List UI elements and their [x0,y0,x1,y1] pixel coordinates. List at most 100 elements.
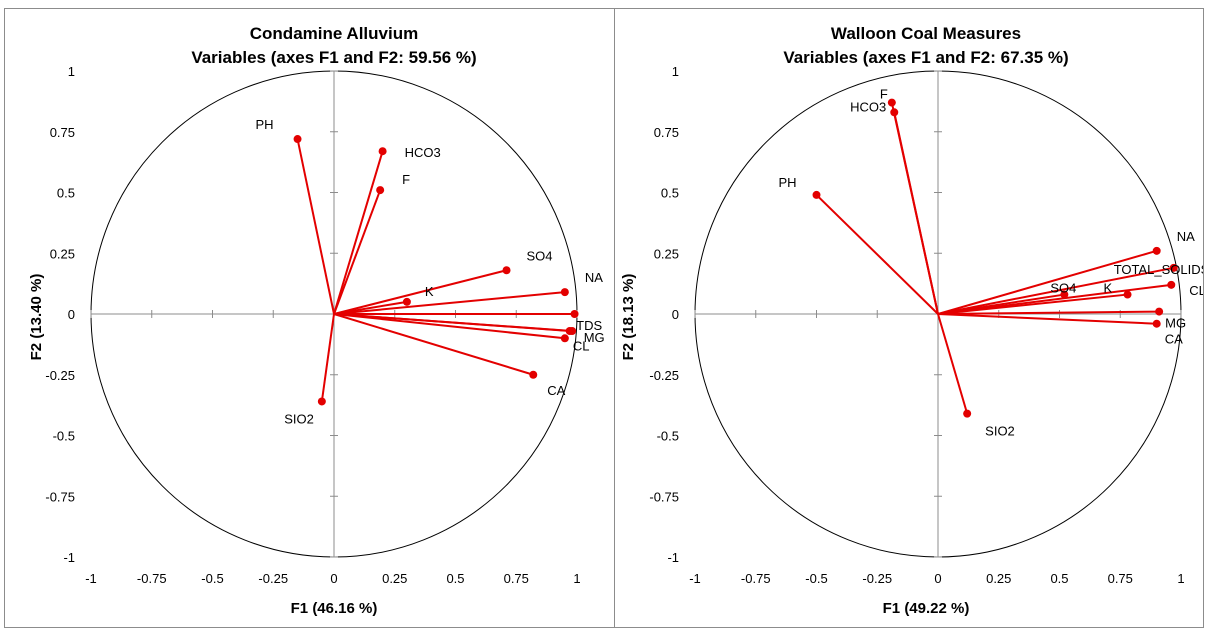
variable-label: PH [255,117,273,132]
loading-vector [296,138,335,315]
variable-label: F [880,87,888,102]
loading-point [890,108,899,117]
y-tick-label: 0.75 [50,125,75,140]
x-tick-label: -1 [85,571,97,586]
variable-label: CL [1189,283,1203,298]
x-tick-label: -0.5 [805,571,827,586]
variable-label: CA [1165,332,1183,347]
loading-point [529,370,538,379]
chart-panel-condamine: Condamine Alluvium Variables (axes F1 an… [4,8,616,628]
walloon-pca-chart: Walloon Coal Measures Variables (axes F1… [620,24,1203,617]
variable-label: SIO2 [284,411,314,426]
variable-label: MG [584,330,605,345]
y-tick-label: 0 [672,307,679,322]
loading-point [376,186,385,195]
loading-vector [937,293,1128,315]
y-tick-label: 1 [672,64,679,79]
y-tick-label: -0.25 [45,368,75,383]
chart-subtitle: Variables (axes F1 and F2: 67.35 %) [783,48,1068,67]
variable-label: SO4 [1050,281,1076,296]
variable-label: NA [585,270,603,285]
y-tick-label: -0.5 [657,429,679,444]
x-tick-label: 0 [934,571,941,586]
variable-label: MG [1165,316,1186,331]
y-tick-label: -1 [667,550,679,565]
x-tick-label: 0 [330,571,337,586]
loading-point [1169,263,1178,272]
x-tick-label: -1 [689,571,701,586]
loading-vector [333,313,570,333]
x-tick-label: 0.25 [382,571,407,586]
y-tick-label: 0.25 [654,246,679,261]
loading-vector [937,310,1160,315]
loading-point [502,266,511,275]
y-tick-label: -0.25 [649,368,679,383]
loading-point [1152,246,1161,255]
variable-label: SIO2 [985,424,1015,439]
y-tick-label: 0 [68,307,75,322]
chart-panel-walloon: Walloon Coal Measures Variables (axes F1… [614,8,1204,628]
loading-point [560,288,569,297]
x-tick-label: -0.75 [741,571,771,586]
loading-point [378,147,387,156]
variable-label: K [1104,281,1113,296]
variable-label: HCO3 [405,145,441,160]
variable-label: K [425,284,434,299]
y-tick-label: -0.5 [53,429,75,444]
loading-point [402,297,411,306]
x-tick-label: 0.5 [1050,571,1068,586]
y-axis-title: F2 (18.13 %) [620,274,637,361]
variable-label: SO4 [527,248,553,263]
loading-point [887,98,896,107]
loading-vector [333,269,507,315]
loading-point [812,190,821,199]
x-axis-title: F1 (49.22 %) [883,600,970,617]
y-tick-label: -0.75 [45,489,75,504]
loading-vector [937,249,1157,315]
x-tick-label: 0.5 [446,571,464,586]
loading-point [1167,280,1176,289]
loading-point [565,327,574,336]
loading-point [293,135,302,144]
loading-vector [815,194,939,315]
loading-point [1152,319,1161,328]
x-tick-label: 1 [573,571,580,586]
x-tick-label: -0.75 [137,571,167,586]
y-tick-label: 0.75 [654,125,679,140]
x-tick-label: -0.5 [201,571,223,586]
loading-vector [333,291,565,315]
loading-vector [937,293,1065,315]
loading-vector [320,313,335,402]
loading-point [1123,290,1132,299]
variable-label: TDS [576,318,602,333]
loading-vector [333,313,534,376]
x-tick-label: -0.25 [862,571,892,586]
chart-title: Condamine Alluvium [250,24,418,43]
y-tick-label: 0.25 [50,246,75,261]
loading-point [1155,307,1164,316]
loading-point [1060,290,1069,299]
y-tick-label: 0.5 [57,186,75,201]
variable-label: CA [547,383,565,398]
x-tick-label: 1 [1177,571,1184,586]
loading-vector [333,150,384,315]
x-axis-title: F1 (46.16 %) [291,600,378,617]
loading-vector [333,300,408,315]
variable-label: CL [573,338,590,353]
loading-point [560,334,569,343]
loading-point [570,310,579,318]
loading-vector [333,189,382,315]
loading-vector [937,313,969,414]
loading-point [963,409,972,418]
chart-subtitle: Variables (axes F1 and F2: 59.56 %) [191,48,476,67]
loading-vector [333,313,565,340]
variable-label: HCO3 [850,99,886,114]
y-tick-label: 1 [68,64,75,79]
x-tick-label: 0.75 [504,571,529,586]
variable-label: PH [778,175,796,190]
y-tick-label: -0.75 [649,489,679,504]
variable-label: TOTAL_SOLIDS [1114,262,1203,277]
variable-label: F [402,172,410,187]
y-axis-title: F2 (13.40 %) [28,274,45,361]
x-tick-label: -0.25 [258,571,288,586]
